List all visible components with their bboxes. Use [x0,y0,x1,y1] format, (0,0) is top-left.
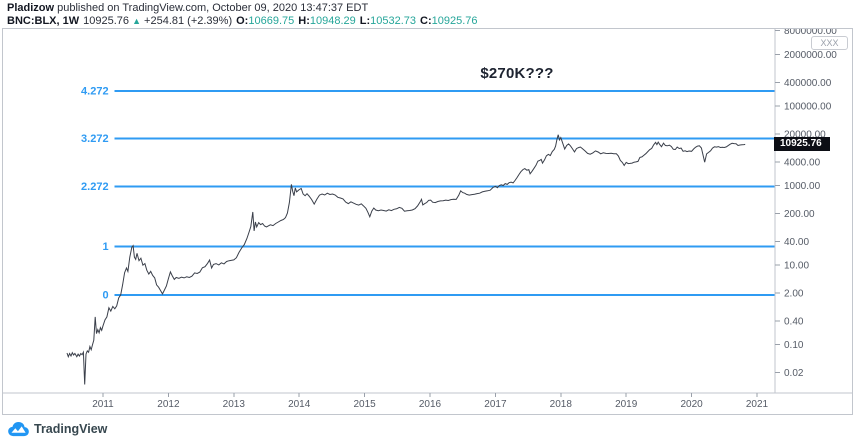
publish-info: Pladizow published on TradingView.com, O… [7,2,478,14]
close-label: C: [420,15,432,27]
price-tick-label[interactable]: 40.00 [784,237,809,248]
fib-label-1: 1 [102,241,108,253]
price-tick-label[interactable]: 2.00 [784,289,804,300]
price-tick-label[interactable]: 2000000.00 [784,50,837,61]
price-tick-label[interactable]: 400000.00 [784,78,832,89]
time-tick-label[interactable]: 2012 [157,399,180,410]
time-tick-label[interactable]: 2011 [92,399,114,410]
price-change: +254.81 (+2.39%) [144,15,233,27]
price-target-annotation[interactable]: $270K??? [480,65,554,82]
low-label: L: [359,15,371,27]
time-tick-label[interactable]: 2016 [419,399,442,410]
brand-name[interactable]: TradingView [34,422,108,436]
open-value: 10669.75 [248,15,295,27]
last-price-badge: 10925.76 [774,137,830,152]
price-tick-label[interactable]: 20000.00 [784,130,826,141]
time-tick-label[interactable]: 2019 [615,399,638,410]
symbol-interval: BNC:BLX, 1W [7,15,80,27]
up-arrow-icon: ▲ [132,16,141,26]
tradingview-logo-icon[interactable] [8,421,29,437]
chart-canvas[interactable]: 4.272 3.272 2.272 1 0 8000000.00 2000000.00 400… [3,29,852,414]
time-tick-label[interactable]: 2014 [288,399,311,410]
price-tick-label[interactable]: 0.40 [784,316,804,327]
fib-label-2.272: 2.272 [81,181,109,193]
published-text: published on TradingView.com, October 09… [54,2,369,14]
open-label: O: [236,15,249,27]
close-value: 10925.76 [431,15,478,27]
price-tick-label[interactable]: 10.00 [784,261,809,272]
price-tick-label[interactable]: 1000.00 [784,181,821,192]
time-tick-label[interactable]: 2017 [484,399,507,410]
price-tick-label[interactable]: 8000000.00 [784,29,837,37]
high-value: 10948.29 [309,15,356,27]
last-price: 10925.76 [83,15,129,27]
symbol-legend: BNC:BLX, 1W 10925.76 ▲ +254.81 (+2.39%) O:… [7,15,478,27]
price-tick-label[interactable]: 0.10 [784,340,804,351]
author-name: Pladizow [7,2,55,14]
chart-header: Pladizow published on TradingView.com, O… [7,2,478,27]
fib-label-3.272: 3.272 [81,133,109,145]
time-tick-label[interactable]: 2013 [223,399,246,410]
price-line[interactable] [66,134,746,385]
footer-branding: TradingView [8,420,107,438]
axis-watermark-badge: XXX [811,36,848,50]
high-label: H: [298,15,310,27]
time-tick-label[interactable]: 2020 [680,399,703,410]
time-tick-label[interactable]: 2021 [746,399,769,410]
fib-label-0: 0 [102,290,108,302]
price-tick-label[interactable]: 200.00 [784,209,815,220]
price-tick-label[interactable]: 100000.00 [784,102,832,113]
price-tick-label[interactable]: 4000.00 [784,157,821,168]
time-tick-label[interactable]: 2018 [550,399,573,410]
chart-area[interactable]: 4.272 3.272 2.272 1 0 8000000.00 2000000.00 400… [2,28,853,415]
low-value: 10532.73 [370,15,417,27]
fib-label-4.272: 4.272 [81,86,109,98]
time-tick-label[interactable]: 2015 [353,399,376,410]
price-tick-label[interactable]: 0.02 [784,368,804,379]
